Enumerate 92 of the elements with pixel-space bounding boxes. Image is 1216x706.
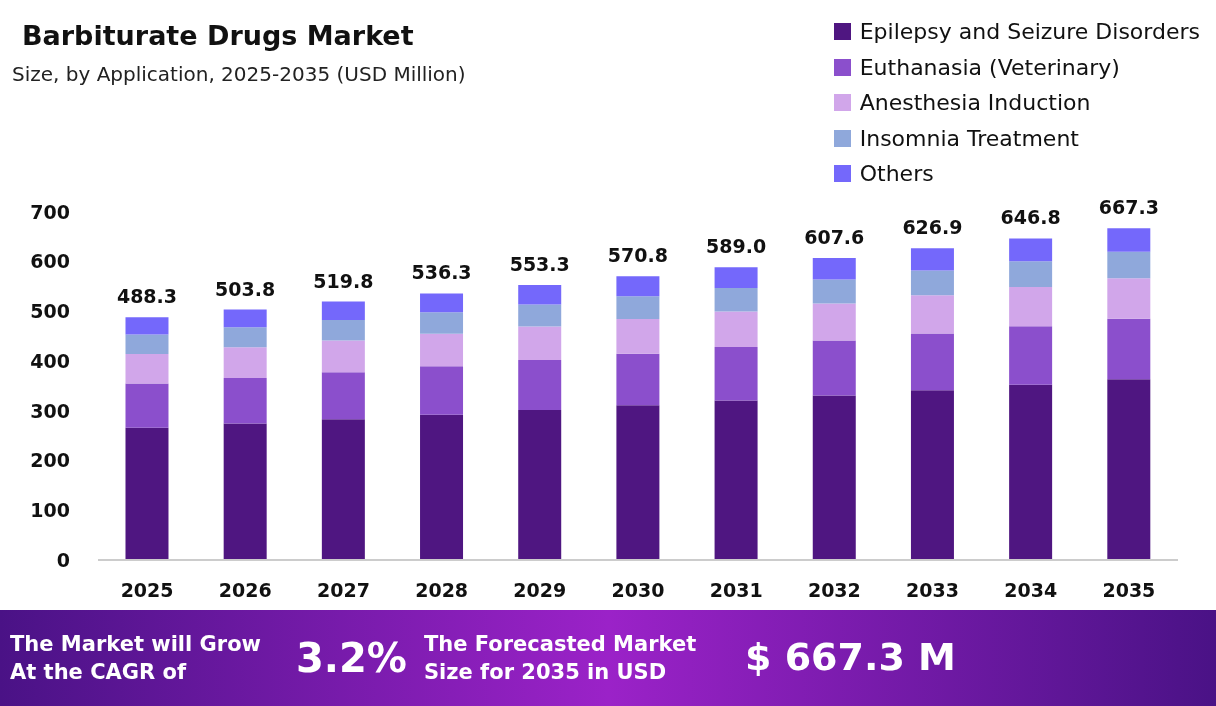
bar [125,383,169,428]
bar [812,395,856,560]
x-tick-label: 2025 [120,579,174,602]
bar [910,270,954,296]
bar [714,347,758,401]
chart-subtitle: Size, by Application, 2025-2035 (USD Million) [12,62,466,86]
total-label: 626.9 [902,216,963,239]
bar [910,390,954,560]
bar [223,327,267,348]
bar [714,311,758,348]
bar [321,301,365,320]
bar [1107,379,1151,560]
bar [518,326,562,361]
total-label: 607.6 [804,225,865,248]
bar [125,427,169,560]
bar [518,410,562,560]
bar [1009,287,1053,327]
x-tick-label: 2035 [1102,579,1156,602]
bar [910,333,954,391]
bar [1107,228,1151,252]
y-tick-label: 200 [30,449,70,472]
total-label: 519.8 [313,269,374,292]
legend-label: Insomnia Treatment [859,125,1079,151]
x-tick-label: 2027 [317,579,370,602]
chart-title: Barbiturate Drugs Market [22,20,414,51]
total-label: 503.8 [215,277,276,300]
y-tick-label: 300 [30,399,70,422]
x-tick-label: 2031 [709,579,763,602]
bar [812,279,856,304]
bar [1107,278,1151,319]
y-tick-label: 100 [30,499,70,522]
legend-label: Euthanasia (Veterinary) [859,54,1120,80]
bar [223,309,267,328]
bar [125,353,169,384]
bar [616,276,660,297]
bar [518,360,562,411]
bar [1009,238,1053,262]
y-tick-label: 600 [30,250,70,273]
bar [714,287,758,312]
bar [518,284,562,305]
y-tick-label: 500 [30,300,70,323]
total-label: 488.3 [116,285,178,308]
y-tick-label: 0 [56,548,70,571]
x-tick-label: 2026 [218,579,272,602]
bar [910,295,954,334]
bar [1009,326,1053,385]
bar [223,347,267,378]
bar [812,340,856,396]
bar [616,405,660,560]
bar [714,267,758,288]
x-tick-label: 2030 [611,579,665,602]
y-tick-label: 700 [30,200,70,223]
bar [420,293,464,313]
bar [714,400,758,560]
bar [1107,318,1151,380]
bar [616,353,660,406]
x-tick-label: 2033 [906,579,959,602]
bar [812,303,856,341]
total-label: 553.3 [509,252,570,275]
total-label: 589.0 [706,235,767,258]
bar [1009,261,1053,288]
legend-label: Epilepsy and Seizure Disorders [859,19,1200,45]
bar [420,366,464,415]
total-label: 667.3 [1098,196,1159,219]
x-tick-label: 2029 [513,579,567,602]
total-label: 646.8 [1000,206,1061,229]
bar [125,317,169,335]
x-tick-label: 2028 [415,579,469,602]
bar [616,319,660,354]
bar [616,296,660,320]
bar [420,312,464,334]
total-label: 536.3 [411,261,472,284]
bar [518,304,562,327]
bar [1009,384,1053,560]
y-tick-label: 400 [30,349,70,372]
bar [223,377,267,424]
legend-label: Anesthesia Induction [859,90,1091,116]
bar [420,333,464,367]
bar [420,414,464,560]
bar [321,319,365,341]
bar [321,340,365,373]
bar [125,334,169,354]
bar [1107,251,1151,279]
bar [223,423,267,560]
bar [321,419,365,560]
bar [910,248,954,271]
x-tick-label: 2032 [807,579,861,602]
x-tick-label: 2034 [1004,579,1058,602]
total-label: 570.8 [607,244,668,267]
bar [812,257,856,280]
bar [321,372,365,420]
legend-label: Others [859,161,934,187]
